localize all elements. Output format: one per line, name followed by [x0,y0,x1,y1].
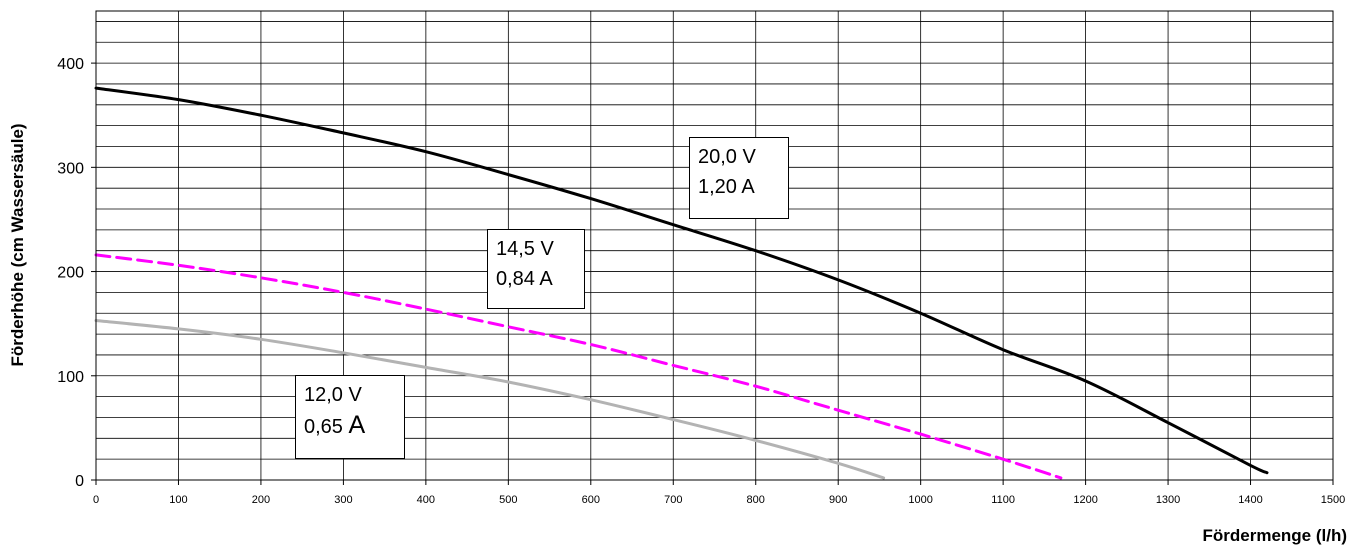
annotation-20v-voltage: 20,0 V [698,146,756,168]
y-axis-title: Förderhöhe (cm Wassersäule) [8,123,27,366]
x-tick-label: 1200 [1073,494,1097,506]
x-tick-label: 0 [93,494,99,506]
series-layer [94,86,1269,480]
x-tick-label: 800 [747,494,765,506]
y-tick-label: 300 [57,160,84,177]
annotation-12v: 12,0 V 0,65 A [295,375,405,459]
annotation-20v: 20,0 V 1,20 A [689,137,789,219]
x-tick-label: 300 [334,494,352,506]
y-tick-label: 0 [75,473,84,490]
x-tick-label: 1000 [908,494,932,506]
x-tick-label: 900 [829,494,847,506]
x-tick-label: 1100 [991,494,1015,506]
series-line-0 [94,86,1269,475]
annotation-12v-current-unit: A [348,411,366,439]
x-tick-label: 100 [169,494,187,506]
series-line-1 [94,253,1063,480]
y-tick-label: 100 [57,369,84,386]
grid [96,11,1333,480]
annotation-12v-voltage: 12,0 V [304,384,362,406]
x-tick-label: 600 [582,494,600,506]
x-tick-label: 500 [499,494,517,506]
y-tick-label: 200 [57,265,84,282]
annotation-14v-voltage: 14,5 V [496,238,554,260]
series-line-2 [94,319,886,480]
x-tick-label: 1300 [1156,494,1180,506]
annotation-20v-current: 1,20 A [698,176,755,198]
y-tick-label: 400 [57,56,84,73]
annotation-12v-current-value: 0,65 [304,416,343,438]
annotation-14v: 14,5 V 0,84 A [487,229,585,309]
x-tick-label: 400 [417,494,435,506]
x-axis-title: Fördermenge (l/h) [1202,526,1347,545]
tick-labels: 0 100 200 300 400 500 600 700 800 900 1000 1100 1200… [57,56,1345,506]
x-tick-label: 700 [664,494,682,506]
x-tick-label: 1500 [1321,494,1345,506]
annotation-12v-current: 0,65 A [304,410,396,442]
x-tick-label: 200 [252,494,270,506]
annotation-14v-current: 0,84 A [496,268,553,290]
plot-frame [95,10,1334,481]
x-tick-label: 1400 [1238,494,1262,506]
